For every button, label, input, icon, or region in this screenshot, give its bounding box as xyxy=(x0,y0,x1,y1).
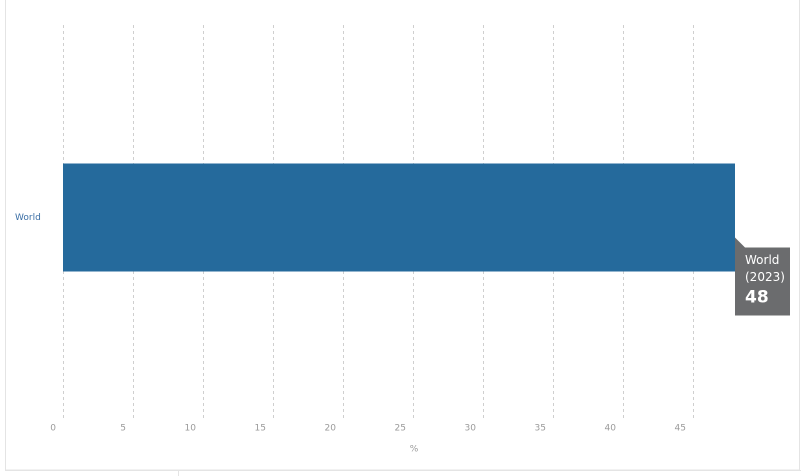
tooltip-category: World xyxy=(745,253,779,267)
x-tick-label: 40 xyxy=(605,424,617,434)
tooltip-box xyxy=(735,237,790,316)
tooltip-period: (2023) xyxy=(745,270,785,284)
x-tick-label: 0 xyxy=(50,424,56,434)
x-tick-label: 45 xyxy=(675,424,686,434)
x-tick-label: 35 xyxy=(535,424,546,434)
y-tick-label: World xyxy=(15,213,41,223)
x-tick-label: 20 xyxy=(325,424,337,434)
x-tick-label: 10 xyxy=(185,424,197,434)
x-tick-label: 30 xyxy=(465,424,477,434)
tooltip: World (2023) 48 xyxy=(735,237,790,316)
x-tick-label: 25 xyxy=(395,424,406,434)
x-tick-label: 5 xyxy=(120,424,126,434)
x-axis-label: % xyxy=(410,445,419,455)
bar xyxy=(63,163,735,272)
tooltip-value: 48 xyxy=(745,288,769,308)
x-tick-label: 15 xyxy=(255,424,266,434)
